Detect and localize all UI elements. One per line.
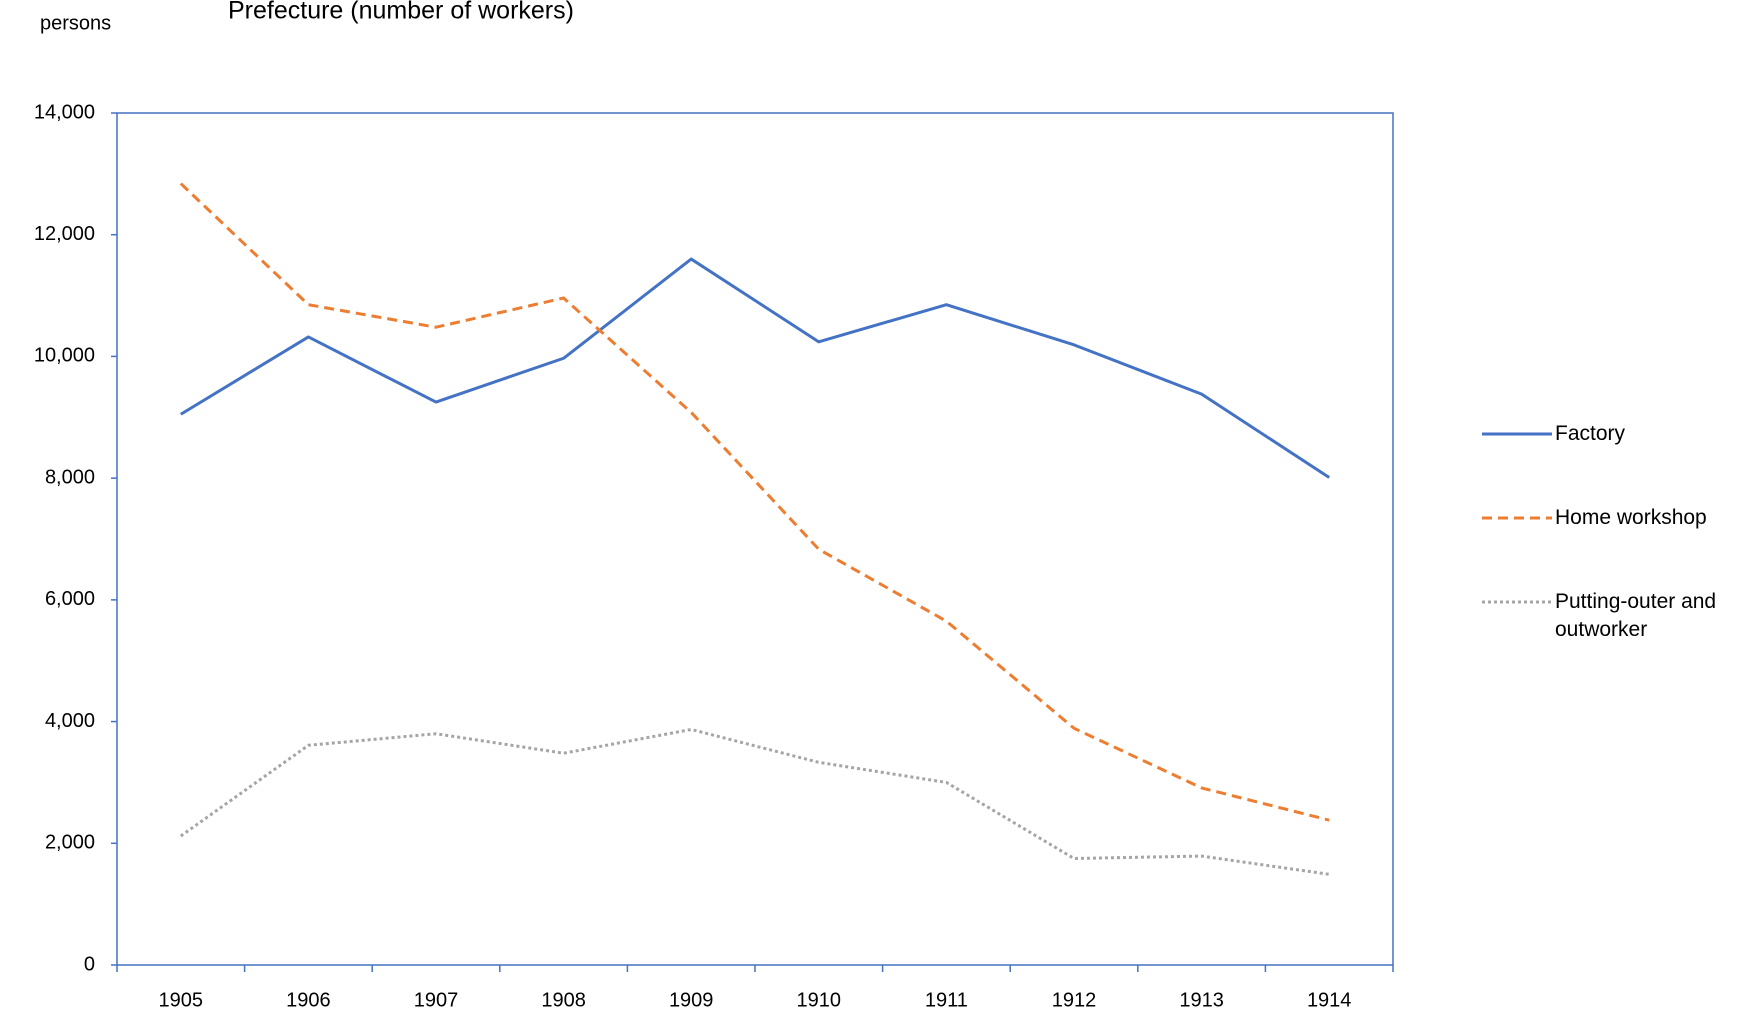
legend-label: Home workshop [1555, 506, 1707, 529]
legend-swatch [1482, 600, 1552, 604]
series-line [180, 257, 1331, 479]
x-tick-label: 1907 [414, 989, 459, 1011]
x-tick-label: 1913 [1179, 989, 1224, 1011]
x-tick-label: 1906 [286, 989, 331, 1011]
series-line [179, 182, 1330, 822]
x-tick-label: 1909 [669, 989, 714, 1011]
x-tick-label: 1910 [797, 989, 842, 1011]
legend: Factory Home workshop Putting-outer and ou… [1480, 420, 1750, 700]
x-tick-label: 1905 [159, 989, 204, 1011]
legend-item: Putting-outer and outworker [1480, 588, 1750, 644]
legend-item: Factory [1480, 420, 1750, 448]
y-tick-label: 6,000 [45, 588, 95, 610]
chart-title: Prefecture (number of workers) [228, 0, 574, 25]
legend-item: Home workshop [1480, 504, 1750, 532]
y-tick-label: 14,000 [34, 101, 95, 123]
x-tick-label: 1911 [925, 989, 968, 1011]
legend-swatch [1482, 432, 1552, 436]
y-tick-label: 10,000 [34, 345, 95, 367]
y-tick-label: 0 [84, 953, 95, 975]
legend-label: Putting-outer and outworker [1555, 590, 1717, 641]
series-line [179, 727, 1330, 876]
legend-swatch [1482, 516, 1552, 520]
legend-label: Factory [1555, 422, 1626, 445]
x-tick-label: 1914 [1307, 989, 1352, 1011]
y-tick-label: 2,000 [45, 832, 95, 854]
y-tick-label: 4,000 [45, 710, 95, 732]
x-tick-label: 1912 [1052, 989, 1097, 1011]
y-tick-label: 12,000 [34, 223, 95, 245]
plot-frame [116, 112, 1394, 966]
y-tick-label: 8,000 [45, 466, 95, 488]
y-axis-label: persons [40, 12, 111, 34]
x-tick-label: 1908 [541, 989, 586, 1011]
